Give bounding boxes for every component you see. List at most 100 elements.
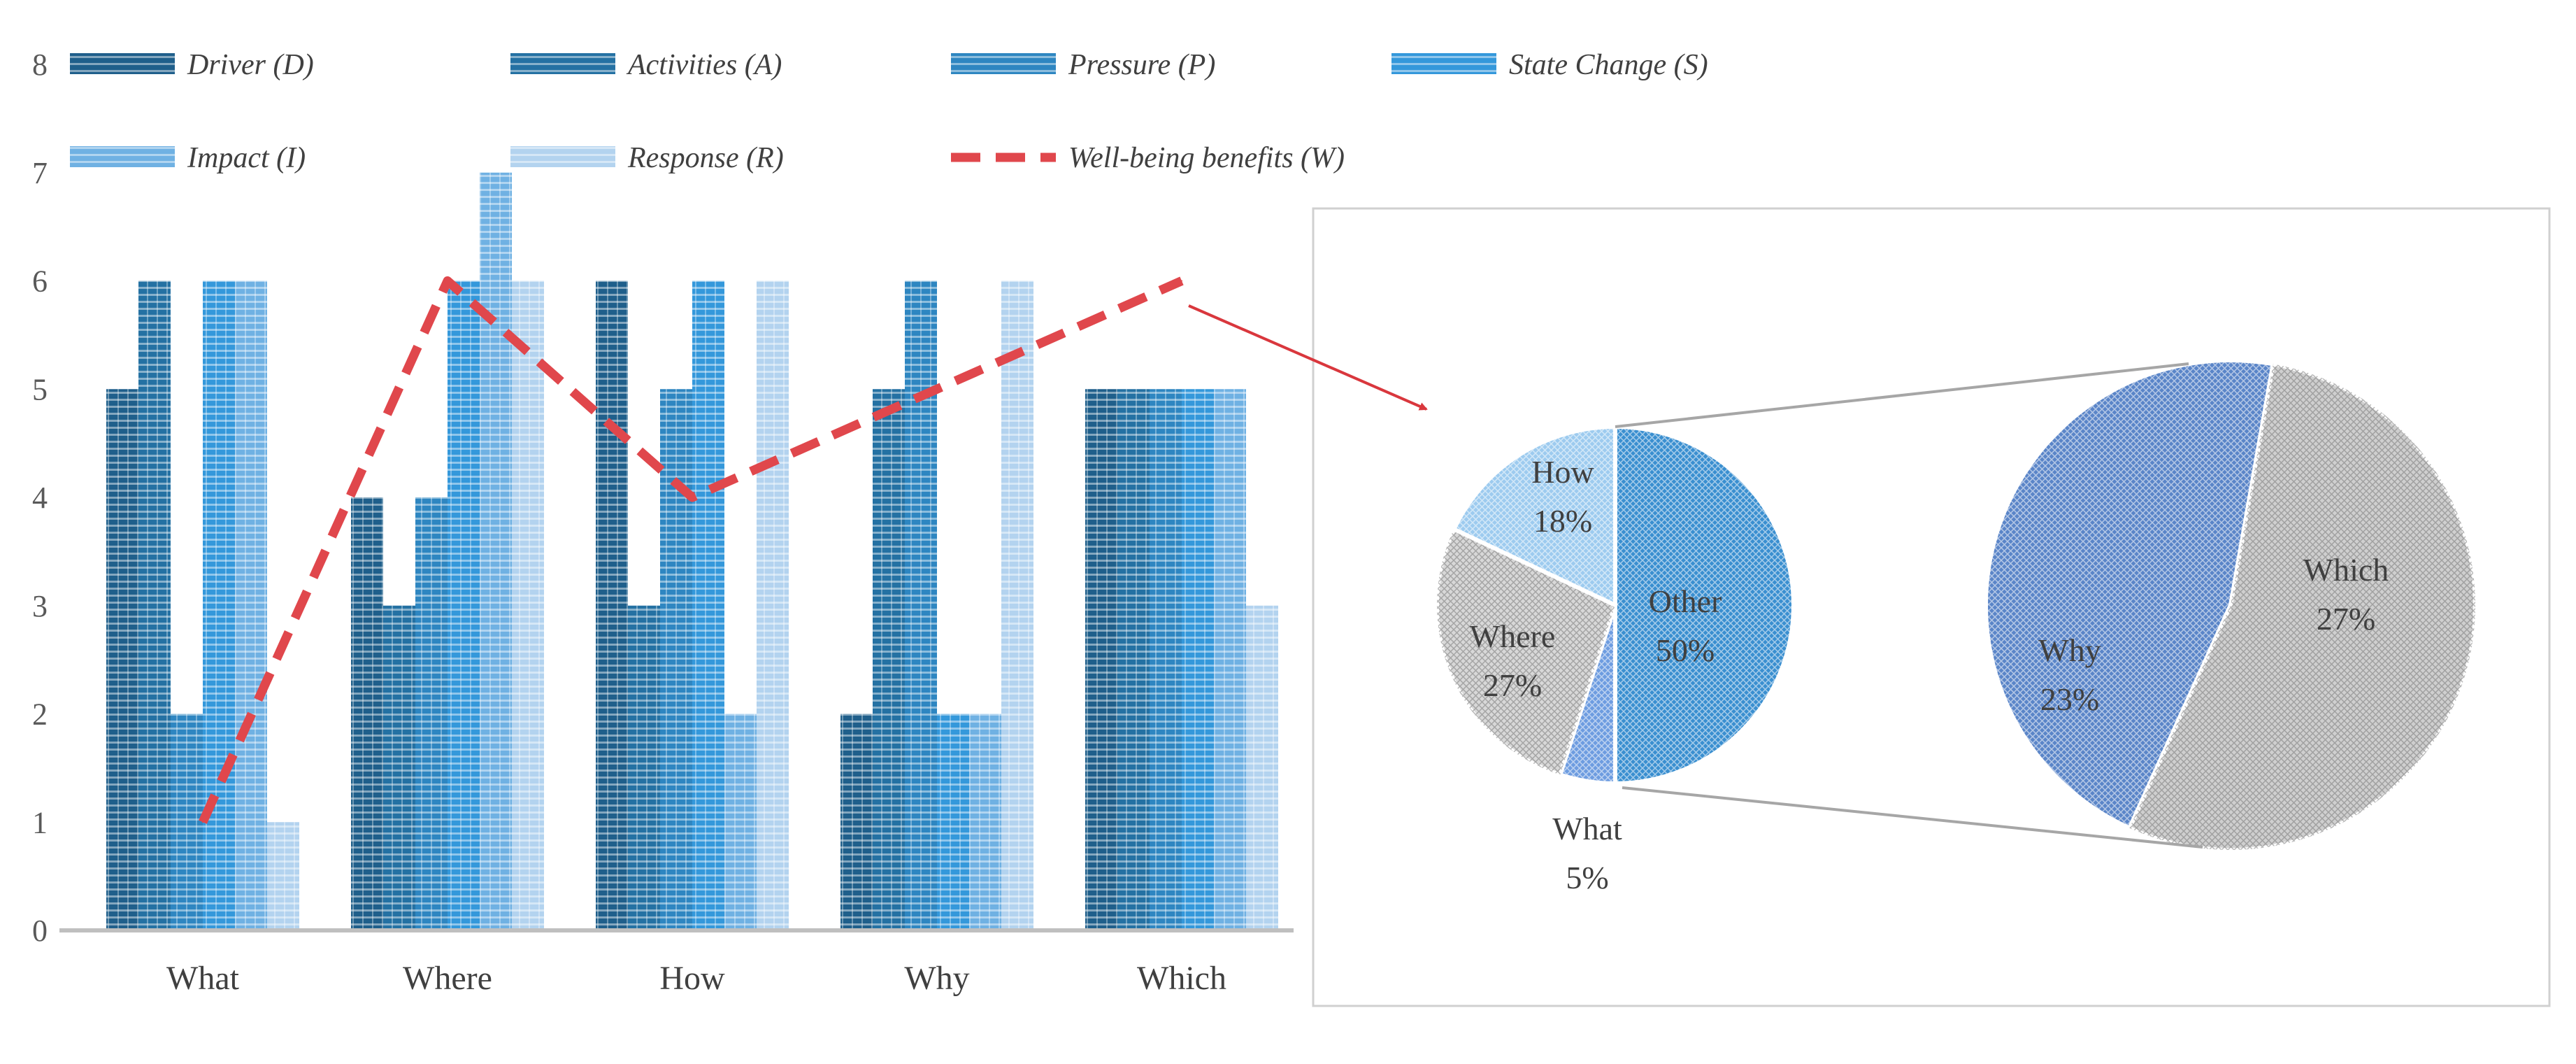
legend-label: Impact (I) [187,142,306,174]
line-point-why [936,388,938,390]
bar-grain [138,281,171,930]
bar-grain [937,714,969,930]
bar-grain [415,497,448,930]
y-tick-label: 4 [32,481,48,515]
legend-swatch-stripe [510,146,615,167]
legend-swatch-stripe [70,53,175,74]
bar-response-r-how [757,281,789,930]
connector-top [1615,362,2189,428]
bar-pressure-p-how [660,389,692,930]
pie-label-value: 23% [2040,681,2099,717]
legend-label: Response (R) [627,142,784,174]
legend-item-impact-i: Impact (I) [70,142,306,174]
legend-item-activities-a: Activities (A) [510,49,782,81]
bar-pressure-p-which [1150,389,1182,930]
bar-grain [1085,389,1117,930]
pie-label-name: What [1552,811,1622,846]
slice-hatch [1985,360,2273,828]
bar-impact-i-why [969,714,1001,930]
bar-grain [1117,389,1150,930]
pie-label-name: Which [2303,552,2389,588]
bar-grain [724,714,757,930]
bar-grain [660,389,692,930]
legend-label: Driver (D) [187,49,314,81]
y-tick-label: 7 [32,156,48,190]
bar-grain [106,389,138,930]
pie-label-value: 5% [1566,860,1608,895]
slice-hatch [1454,427,1615,605]
pie-slice-where [1435,526,1618,778]
legend-item-well-being-benefits-w: Well-being benefits (W) [951,142,1345,174]
bar-response-r-where [512,281,544,930]
legend-item-pressure-p: Pressure (P) [951,49,1215,81]
bar-response-r-which [1246,605,1278,930]
bar-grain [628,605,660,930]
legend-label: Pressure (P) [1068,49,1215,81]
line-point-where [447,280,448,282]
y-tick-label: 1 [32,805,48,839]
pie-slice-how [1451,424,1617,609]
pie-label-name: Other [1649,583,1722,619]
bar-pressure-p-where [415,497,448,930]
bar-activities-a-how [628,605,660,930]
line-point-how [692,497,693,498]
bar-grain [351,497,383,930]
pie-slice-other [1613,424,1796,786]
bar-state-change-s-which [1182,389,1214,930]
y-tick-label: 0 [32,914,48,948]
bar-state-change-s-what [203,281,235,930]
bar-driver-d-where [351,497,383,930]
bar-activities-a-where [383,605,415,930]
bar-grain [1246,605,1278,930]
bar-activities-a-which [1117,389,1150,930]
pie-label-value: 27% [1483,667,1542,703]
pie-label-what: What 5% [1552,811,1622,895]
legend-label: State Change (S) [1509,49,1708,81]
legend-swatch-stripe [70,146,175,167]
y-tick-label: 5 [32,372,48,406]
slice-hatch [1437,529,1615,775]
bar-impact-i-where [480,172,512,930]
legend-label: Activities (A) [626,49,782,81]
legend-item-driver-d: Driver (D) [70,49,314,81]
bar-state-change-s-why [937,714,969,930]
bar-grain [383,605,415,930]
line-point-which [1181,280,1182,282]
bar-activities-a-why [873,389,905,930]
x-tick-label-how: How [659,960,725,997]
legend-swatch-stripe [1391,53,1496,74]
bar-impact-i-what [235,281,267,930]
slice-hatch [1615,427,1794,783]
bar-grain [1214,389,1246,930]
bar-driver-d-which [1085,389,1117,930]
pie-label-where: Where 27% [1470,618,1556,703]
bar-response-r-why [1001,281,1033,930]
bar-grain [596,281,628,930]
bar-grain [512,281,544,930]
legend-item-response-r: Response (R) [510,142,784,174]
legend-label: Well-being benefits (W) [1068,142,1345,174]
pie-label-how: How 18% [1531,454,1594,539]
x-tick-label-why: Why [904,960,969,997]
pie-label-name: Where [1470,618,1556,654]
bar-pressure-p-what [171,714,203,930]
bar-grain [840,714,873,930]
bar-response-r-what [267,822,299,930]
bar-activities-a-what [138,281,171,930]
y-tick-label: 3 [32,589,48,623]
bar-grain [171,714,203,930]
breakout-slice-why [1984,357,2276,831]
pie-label-name: How [1531,454,1594,490]
bar-grain [267,822,299,930]
pie-label-value: 27% [2317,601,2375,637]
bar-grain [1182,389,1214,930]
bar-state-change-s-how [692,281,724,930]
bar-grain [480,172,512,930]
bar-chart-axes: 0 1 2 3 4 5 6 7 8 What Where How Why Which [32,48,1294,997]
bar-grain [235,281,267,930]
line-point-what [202,821,203,823]
bar-pressure-p-why [905,281,937,930]
y-tick-label: 2 [32,697,48,732]
bar-state-change-s-where [448,281,480,930]
